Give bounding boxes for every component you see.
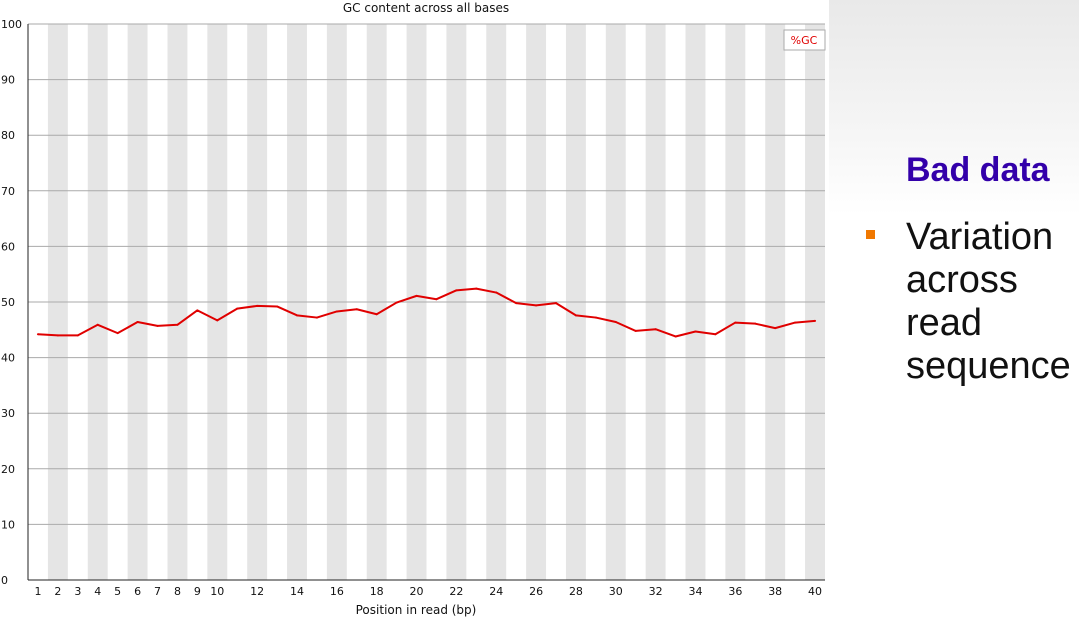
data-point bbox=[714, 333, 717, 336]
data-point bbox=[196, 309, 199, 312]
data-point bbox=[295, 314, 298, 317]
x-tick-label: 32 bbox=[649, 585, 663, 598]
x-tick-label: 8 bbox=[174, 585, 181, 598]
x-tick-label: 22 bbox=[449, 585, 463, 598]
data-point bbox=[136, 321, 139, 324]
legend: %GC bbox=[783, 29, 826, 51]
data-point bbox=[734, 321, 737, 324]
data-point bbox=[236, 307, 239, 310]
data-point bbox=[475, 287, 478, 290]
x-tick-labels: 1 2 3 4 5 6 7 8 9 10 12 14 16 18 20 22 24 26 28 30 32 34 36 38 4… bbox=[34, 585, 822, 598]
data-point bbox=[335, 310, 338, 313]
data-point bbox=[654, 328, 657, 331]
data-point bbox=[375, 313, 378, 316]
data-point bbox=[435, 298, 438, 301]
x-tick-label: 16 bbox=[330, 585, 344, 598]
data-point bbox=[355, 308, 358, 311]
y-tick-label: 20 bbox=[1, 463, 15, 476]
data-point bbox=[774, 327, 777, 330]
x-tick-label: 40 bbox=[808, 585, 822, 598]
data-point bbox=[674, 335, 677, 338]
y-tick-label: 10 bbox=[1, 518, 15, 531]
data-point bbox=[794, 321, 797, 324]
bullet-square-icon bbox=[866, 230, 875, 239]
x-tick-label: 26 bbox=[529, 585, 543, 598]
data-point bbox=[614, 321, 617, 324]
y-tick-label: 60 bbox=[1, 240, 15, 253]
data-point bbox=[574, 314, 577, 317]
slide-accent-gradient bbox=[829, 0, 1079, 215]
x-tick-label: 24 bbox=[489, 585, 503, 598]
y-tick-label: 80 bbox=[1, 129, 15, 142]
data-point bbox=[116, 332, 119, 335]
y-tick-label: 50 bbox=[1, 296, 15, 309]
y-tick-label: 100 bbox=[1, 18, 22, 31]
data-point bbox=[156, 324, 159, 327]
legend-box bbox=[783, 29, 826, 51]
data-point bbox=[495, 291, 498, 294]
data-point bbox=[76, 334, 79, 337]
data-point bbox=[256, 304, 259, 307]
y-tick-labels: 0 10 20 30 40 50 60 70 80 90 100 bbox=[1, 18, 22, 587]
data-point bbox=[535, 304, 538, 307]
series-points-gc bbox=[36, 287, 817, 338]
data-point bbox=[276, 305, 279, 308]
y-tick-label: 90 bbox=[1, 74, 15, 87]
x-tick-label: 4 bbox=[94, 585, 101, 598]
y-tick-label: 70 bbox=[1, 185, 15, 198]
slide-heading: Bad data bbox=[906, 151, 1050, 189]
bullet-text: Variation across read sequence bbox=[906, 216, 1071, 387]
x-tick-label: 1 bbox=[34, 585, 41, 598]
data-point bbox=[96, 323, 99, 326]
data-point bbox=[56, 334, 59, 337]
x-tick-label: 36 bbox=[728, 585, 742, 598]
data-point bbox=[515, 302, 518, 305]
x-tick-label: 14 bbox=[290, 585, 304, 598]
y-tick-label: 40 bbox=[1, 352, 15, 365]
x-tick-label: 28 bbox=[569, 585, 583, 598]
y-tick-label: 0 bbox=[1, 574, 8, 587]
x-tick-label: 7 bbox=[154, 585, 161, 598]
data-point bbox=[694, 330, 697, 333]
x-tick-label: 38 bbox=[768, 585, 782, 598]
data-point bbox=[315, 316, 318, 319]
x-tick-label: 5 bbox=[114, 585, 121, 598]
data-point bbox=[36, 333, 39, 336]
x-axis-label: Position in read (bp) bbox=[356, 603, 477, 617]
data-point bbox=[415, 294, 418, 297]
data-point bbox=[634, 329, 637, 332]
data-point bbox=[395, 301, 398, 304]
data-point bbox=[176, 323, 179, 326]
y-tick-label: 30 bbox=[1, 407, 15, 420]
chart-title: GC content across all bases bbox=[343, 1, 509, 15]
x-tick-label: 9 bbox=[194, 585, 201, 598]
x-tick-label: 10 bbox=[210, 585, 224, 598]
x-tick-label: 12 bbox=[250, 585, 264, 598]
data-point bbox=[814, 319, 817, 322]
horizontal-gridlines bbox=[28, 23, 825, 525]
x-tick-label: 30 bbox=[609, 585, 623, 598]
data-point bbox=[555, 302, 558, 305]
data-point bbox=[754, 322, 757, 325]
legend-label-gc: %GC bbox=[791, 34, 818, 47]
x-tick-label: 20 bbox=[410, 585, 424, 598]
x-tick-label: 3 bbox=[74, 585, 81, 598]
column-stripes bbox=[47, 24, 825, 580]
series-line-gc bbox=[37, 287, 816, 338]
data-point bbox=[455, 289, 458, 292]
x-tick-label: 6 bbox=[134, 585, 141, 598]
x-tick-label: 2 bbox=[54, 585, 61, 598]
x-tick-label: 18 bbox=[370, 585, 384, 598]
data-point bbox=[594, 316, 597, 319]
data-point bbox=[216, 319, 219, 322]
x-tick-label: 34 bbox=[688, 585, 702, 598]
